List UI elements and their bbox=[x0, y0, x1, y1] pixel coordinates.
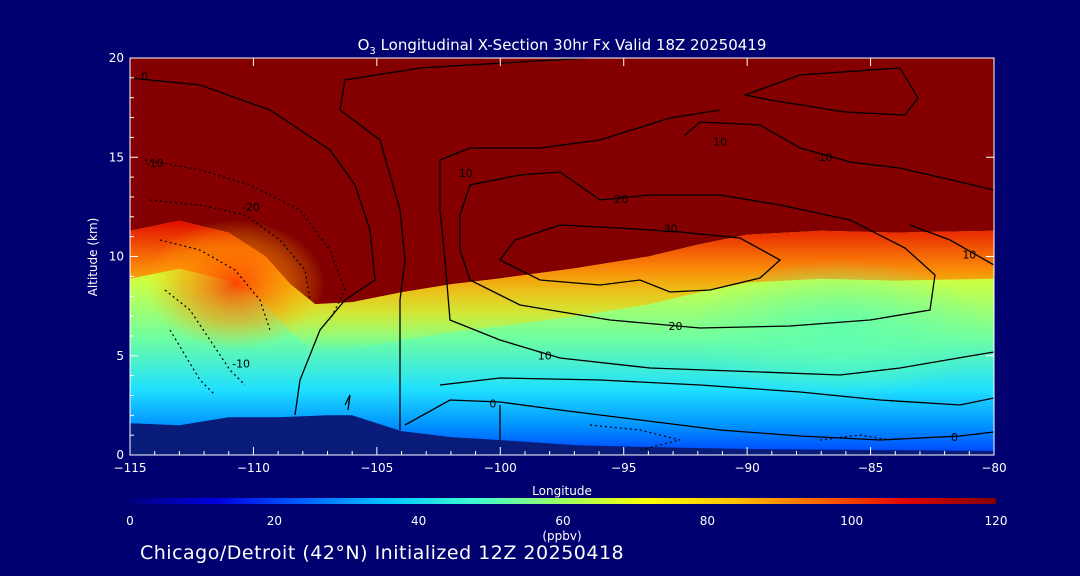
contour-label: -10 bbox=[146, 157, 164, 170]
colorbar-tick-label: 80 bbox=[700, 514, 715, 528]
footer-caption: Chicago/Detroit (42°N) Initialized 12Z 2… bbox=[140, 542, 625, 564]
contour-label: -10 bbox=[232, 358, 250, 371]
warm-anomaly-blob bbox=[145, 220, 325, 350]
colorbar-tick-label: 20 bbox=[267, 514, 282, 528]
colorbar-unit-label: (ppbv) bbox=[542, 529, 581, 543]
contour-label: 10 bbox=[459, 167, 473, 180]
y-tick-label: 5 bbox=[116, 349, 124, 363]
cool-anomaly-blob bbox=[690, 260, 990, 400]
x-tick-label: −85 bbox=[858, 461, 883, 475]
colorbar-tick-label: 40 bbox=[411, 514, 426, 528]
colorbar-ticks: 0 20 40 60 80 100 120 bbox=[126, 514, 1007, 528]
contour-lines bbox=[130, 58, 994, 441]
terrain-fill bbox=[130, 415, 994, 455]
x-axis: −115 −110 −105 −100 −95 −90 −85 −80 bbox=[114, 58, 1007, 475]
contour-label: 0 bbox=[489, 397, 496, 410]
contour-20-ring bbox=[459, 171, 936, 329]
x-axis-label: Longitude bbox=[532, 484, 592, 498]
contour-10-right-low bbox=[909, 224, 994, 266]
dashed-contour-2 bbox=[149, 199, 311, 301]
dashed-contour-7 bbox=[819, 434, 891, 441]
chart-title: O3 Longitudinal X-Section 30hr Fx Valid … bbox=[358, 36, 767, 57]
y-tick-label: 15 bbox=[109, 150, 124, 164]
y-axis: 0 5 10 15 20 bbox=[109, 51, 994, 462]
tropopause-band bbox=[130, 220, 994, 353]
contour-30-ring bbox=[499, 224, 782, 293]
contour-label: -10 bbox=[815, 151, 833, 164]
contour-label: 10 bbox=[538, 350, 552, 363]
x-tick-label: −115 bbox=[114, 461, 147, 475]
contour-label: 10 bbox=[962, 248, 976, 261]
colorbar bbox=[130, 498, 996, 504]
contour-label: -20 bbox=[242, 201, 260, 214]
y-tick-label: 10 bbox=[109, 250, 124, 264]
dashed-contours bbox=[144, 159, 891, 451]
dashed-contour-3 bbox=[159, 239, 271, 331]
contour-neg10-outer bbox=[130, 77, 376, 416]
contour-label: 0 bbox=[141, 70, 148, 83]
contour-10-right bbox=[684, 121, 994, 191]
chart-title-rest: Longitudinal X-Section 30hr Fx Valid 18Z… bbox=[376, 36, 767, 54]
x-tick-label: −105 bbox=[360, 461, 393, 475]
y-tick-label: 20 bbox=[109, 51, 124, 65]
contour-upper-ring bbox=[742, 67, 919, 116]
contour-10-upper bbox=[439, 109, 721, 161]
dashed-contour-4 bbox=[164, 289, 246, 386]
colorbar-tick-label: 0 bbox=[126, 514, 134, 528]
y-tick-label: 0 bbox=[116, 448, 124, 462]
colorbar-tick-label: 100 bbox=[840, 514, 863, 528]
x-tick-label: −80 bbox=[981, 461, 1006, 475]
contour-10-loop bbox=[439, 160, 994, 376]
contour-label: 20 bbox=[614, 193, 628, 206]
x-tick-label: −100 bbox=[484, 461, 517, 475]
contour-terrain-edge bbox=[344, 394, 351, 411]
dashed-contour-6 bbox=[589, 424, 681, 451]
chart-title-subscript: 3 bbox=[369, 46, 375, 57]
y-axis-label: Altitude (km) bbox=[86, 218, 100, 297]
contour-label: 20 bbox=[669, 320, 683, 333]
colorbar-tick-label: 120 bbox=[985, 514, 1008, 528]
dashed-contour-1 bbox=[144, 159, 346, 321]
contour-labels: 0 -10 -20 -10 10 20 30 10 -10 20 10 10 0 0 bbox=[141, 70, 976, 444]
colorbar-tick-label: 60 bbox=[555, 514, 570, 528]
x-tick-label: −90 bbox=[734, 461, 759, 475]
x-tick-label: −110 bbox=[237, 461, 270, 475]
contour-0-a bbox=[339, 58, 591, 111]
x-tick-label: −95 bbox=[611, 461, 636, 475]
plot-area: 0 -10 -20 -10 10 20 30 10 -10 20 10 10 0 0 bbox=[130, 58, 994, 455]
chart-title-prefix: O bbox=[358, 36, 370, 54]
contour-0-b bbox=[339, 109, 406, 430]
contour-label: 30 bbox=[664, 223, 678, 236]
contour-label: 10 bbox=[713, 135, 727, 148]
contour-0-lower bbox=[404, 399, 994, 441]
contour-label: 0 bbox=[951, 431, 958, 444]
contour-5-lower bbox=[439, 377, 994, 406]
